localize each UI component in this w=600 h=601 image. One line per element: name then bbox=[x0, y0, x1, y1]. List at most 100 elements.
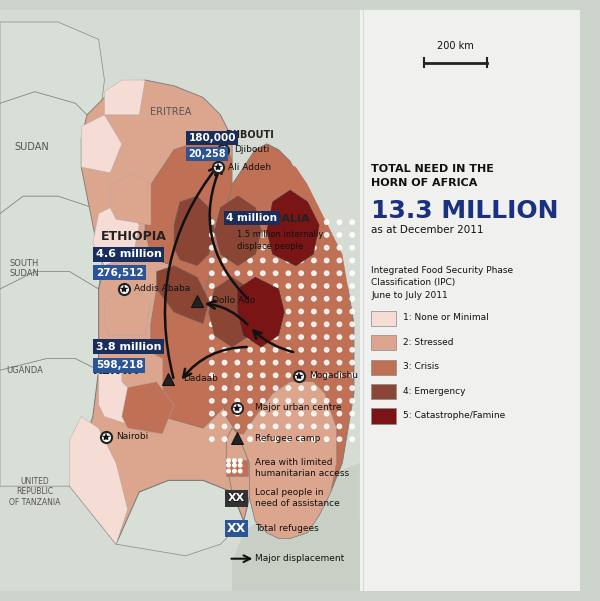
Circle shape bbox=[235, 284, 239, 288]
Circle shape bbox=[286, 245, 290, 250]
Polygon shape bbox=[238, 277, 284, 347]
Circle shape bbox=[337, 347, 341, 352]
Circle shape bbox=[325, 284, 329, 288]
Text: ERITREA: ERITREA bbox=[151, 107, 192, 117]
Circle shape bbox=[209, 335, 214, 339]
Polygon shape bbox=[116, 480, 244, 556]
Circle shape bbox=[235, 437, 239, 441]
FancyBboxPatch shape bbox=[371, 335, 396, 350]
Circle shape bbox=[286, 233, 290, 237]
Circle shape bbox=[235, 335, 239, 339]
Circle shape bbox=[209, 398, 214, 403]
Circle shape bbox=[350, 233, 355, 237]
Circle shape bbox=[299, 271, 304, 275]
Circle shape bbox=[311, 284, 316, 288]
Circle shape bbox=[238, 469, 242, 473]
Polygon shape bbox=[209, 161, 348, 388]
Polygon shape bbox=[122, 347, 163, 399]
Circle shape bbox=[286, 347, 290, 352]
Circle shape bbox=[209, 220, 214, 224]
Text: 13.3 MILLION: 13.3 MILLION bbox=[371, 198, 559, 222]
Circle shape bbox=[337, 373, 341, 377]
Polygon shape bbox=[0, 196, 104, 289]
Circle shape bbox=[350, 245, 355, 250]
Circle shape bbox=[235, 424, 239, 429]
Text: 1.5 million internally
displace people: 1.5 million internally displace people bbox=[237, 230, 323, 251]
Circle shape bbox=[286, 398, 290, 403]
Circle shape bbox=[233, 469, 236, 473]
Text: 5: Catastrophe/Famine: 5: Catastrophe/Famine bbox=[403, 411, 505, 420]
Circle shape bbox=[337, 412, 341, 416]
Circle shape bbox=[286, 284, 290, 288]
Polygon shape bbox=[232, 463, 360, 591]
Circle shape bbox=[223, 398, 227, 403]
Text: 1: None or Minimal: 1: None or Minimal bbox=[403, 313, 489, 322]
Circle shape bbox=[299, 233, 304, 237]
Circle shape bbox=[209, 373, 214, 377]
Circle shape bbox=[299, 220, 304, 224]
Text: Local people in
need of assistance: Local people in need of assistance bbox=[255, 488, 340, 508]
Circle shape bbox=[209, 322, 214, 326]
Circle shape bbox=[311, 271, 316, 275]
Circle shape bbox=[299, 361, 304, 365]
Circle shape bbox=[350, 310, 355, 314]
Circle shape bbox=[235, 322, 239, 326]
Circle shape bbox=[274, 437, 278, 441]
Circle shape bbox=[223, 437, 227, 441]
Circle shape bbox=[209, 271, 214, 275]
Circle shape bbox=[311, 373, 316, 377]
FancyBboxPatch shape bbox=[371, 384, 396, 399]
Circle shape bbox=[337, 271, 341, 275]
Text: ETHIOPIA: ETHIOPIA bbox=[101, 230, 166, 243]
Circle shape bbox=[260, 245, 265, 250]
Polygon shape bbox=[104, 289, 151, 335]
Text: XX: XX bbox=[227, 492, 247, 505]
Circle shape bbox=[235, 245, 239, 250]
Circle shape bbox=[274, 373, 278, 377]
Polygon shape bbox=[151, 277, 232, 428]
Circle shape bbox=[350, 424, 355, 429]
Circle shape bbox=[223, 412, 227, 416]
Circle shape bbox=[260, 335, 265, 339]
Circle shape bbox=[325, 220, 329, 224]
Text: 180,000: 180,000 bbox=[188, 133, 236, 143]
Circle shape bbox=[350, 412, 355, 416]
Circle shape bbox=[337, 284, 341, 288]
Circle shape bbox=[209, 437, 214, 441]
Circle shape bbox=[235, 386, 239, 390]
Circle shape bbox=[337, 233, 341, 237]
Text: Ali Addeh: Ali Addeh bbox=[228, 162, 271, 171]
Circle shape bbox=[337, 335, 341, 339]
Circle shape bbox=[223, 335, 227, 339]
Circle shape bbox=[260, 412, 265, 416]
Circle shape bbox=[209, 412, 214, 416]
Circle shape bbox=[223, 322, 227, 326]
Circle shape bbox=[286, 373, 290, 377]
Polygon shape bbox=[0, 359, 104, 486]
Text: Major displacement: Major displacement bbox=[255, 554, 344, 563]
Circle shape bbox=[350, 361, 355, 365]
Circle shape bbox=[223, 347, 227, 352]
Circle shape bbox=[350, 386, 355, 390]
Circle shape bbox=[223, 386, 227, 390]
Polygon shape bbox=[209, 277, 255, 347]
FancyBboxPatch shape bbox=[371, 359, 396, 375]
Circle shape bbox=[274, 220, 278, 224]
Circle shape bbox=[209, 386, 214, 390]
Circle shape bbox=[299, 398, 304, 403]
Circle shape bbox=[299, 258, 304, 263]
Polygon shape bbox=[0, 22, 104, 126]
Circle shape bbox=[260, 386, 265, 390]
Circle shape bbox=[299, 373, 304, 377]
Text: Nairobi: Nairobi bbox=[116, 432, 149, 441]
Circle shape bbox=[248, 398, 252, 403]
Circle shape bbox=[223, 284, 227, 288]
Text: SOMALIA: SOMALIA bbox=[253, 215, 310, 224]
Circle shape bbox=[286, 322, 290, 326]
Text: Addis Ababa: Addis Ababa bbox=[134, 284, 190, 293]
Circle shape bbox=[337, 310, 341, 314]
Text: DJIBOUTI: DJIBOUTI bbox=[225, 130, 274, 140]
Polygon shape bbox=[0, 91, 104, 213]
Circle shape bbox=[260, 271, 265, 275]
Circle shape bbox=[325, 258, 329, 263]
